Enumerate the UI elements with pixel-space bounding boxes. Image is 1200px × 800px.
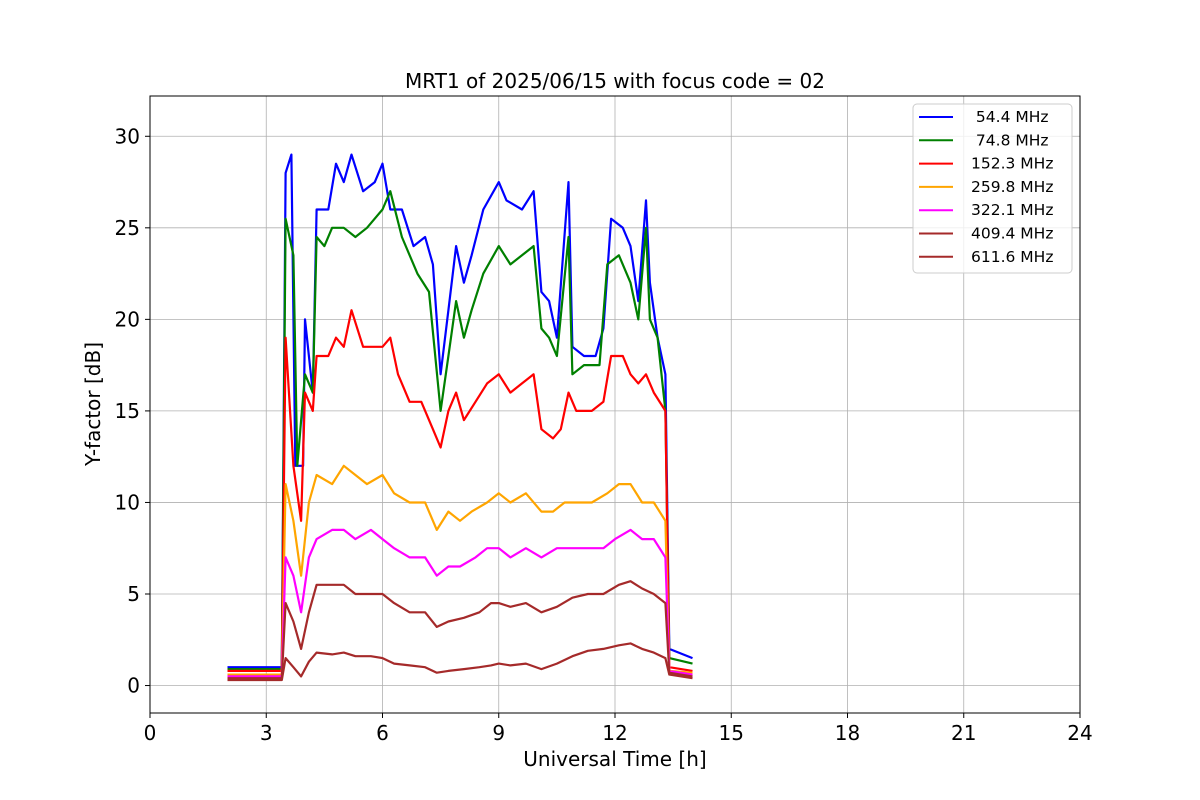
legend-label-4: 322.1 MHz	[971, 201, 1053, 219]
y-tick-label: 15	[115, 399, 140, 423]
legend-box	[912, 103, 1073, 274]
x-tick-label: 15	[719, 721, 744, 745]
series-line-3	[227, 464, 693, 676]
legend-label-2: 152.3 MHz	[971, 155, 1053, 173]
series-line-4	[227, 528, 693, 678]
y-tick-label: 30	[115, 124, 140, 148]
series-line-6	[227, 642, 693, 682]
y-tick-label: 0	[127, 674, 140, 698]
y-tick-label: 10	[115, 490, 140, 514]
legend-label-5: 409.4 MHz	[971, 225, 1053, 243]
x-tick-label: 24	[1067, 721, 1092, 745]
axis-ticks: 0 3 6 9 12 15 18 21 24 0 5 10 15 20 25 30	[115, 124, 1093, 745]
y-tick-label: 25	[115, 216, 140, 240]
grid	[149, 96, 1081, 713]
x-tick-label: 3	[260, 721, 273, 745]
legend: 54.4 MHz 74.8 MHz 152.3 MHz 259.8 MHz 322.1…	[912, 103, 1073, 274]
x-tick-label: 9	[492, 721, 505, 745]
chart-title: MRT1 of 2025/06/15 with focus code = 02	[405, 69, 825, 93]
x-tick-label: 12	[602, 721, 627, 745]
legend-label-3: 259.8 MHz	[971, 178, 1053, 196]
x-tick-label: 0	[144, 721, 157, 745]
y-axis-label: Y-factor [dB]	[81, 342, 105, 467]
series-lines	[227, 153, 693, 682]
x-tick-label: 18	[835, 721, 860, 745]
x-axis-label: Universal Time [h]	[523, 747, 706, 771]
y-tick-label: 5	[127, 582, 140, 606]
series-line-5	[227, 580, 693, 680]
series-line-1	[227, 190, 693, 671]
legend-label-1: 74.8 MHz	[971, 131, 1049, 149]
legend-label-6: 611.6 MHz	[971, 248, 1053, 266]
x-tick-label: 6	[376, 721, 389, 745]
legend-label-0: 54.4 MHz	[971, 108, 1049, 126]
y-tick-label: 20	[115, 307, 140, 331]
series-line-2	[227, 309, 693, 673]
x-tick-label: 21	[951, 721, 976, 745]
series-line-0	[227, 153, 693, 669]
